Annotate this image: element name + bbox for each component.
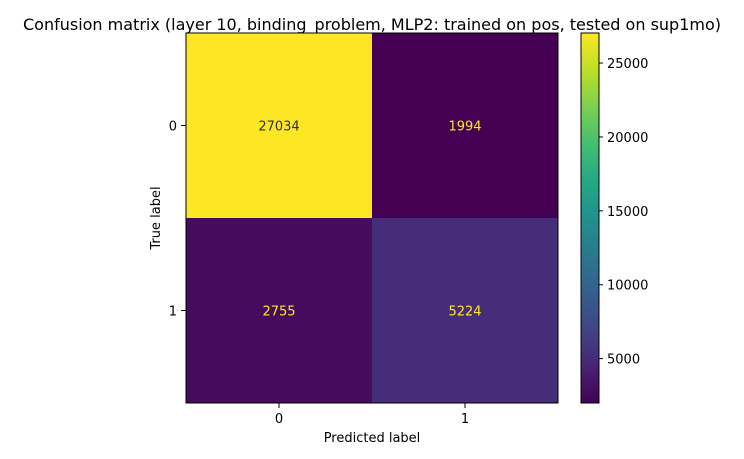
colorbar <box>581 33 599 403</box>
colorbar-tick-label: 5000 <box>607 353 640 368</box>
plot-frame <box>185 32 559 404</box>
cell-value-labels: 27034 1994 2755 5224 <box>258 120 481 320</box>
y-tick-label: 0 <box>169 120 177 135</box>
heatmap-cells <box>186 33 558 403</box>
y-axis-label: True label <box>149 186 164 250</box>
colorbar-tick-label: 25000 <box>607 57 648 72</box>
heatmap-cell <box>186 218 372 403</box>
x-tick-label: 1 <box>461 412 469 427</box>
x-axis-label: Predicted label <box>324 431 421 446</box>
x-tick-label: 0 <box>275 412 283 427</box>
colorbar-tick-label: 20000 <box>607 131 648 146</box>
colorbar-tick-label: 10000 <box>607 279 648 294</box>
chart-title: Confusion matrix (layer 10, binding_prob… <box>23 15 721 35</box>
heatmap-cell <box>372 218 558 403</box>
y-tick-label: 1 <box>169 305 177 320</box>
cell-value-label: 27034 <box>258 120 299 135</box>
cell-value-label: 5224 <box>448 305 481 320</box>
cell-value-label: 2755 <box>262 305 295 320</box>
colorbar-tick-label: 15000 <box>607 205 648 220</box>
heatmap-cell <box>372 33 558 218</box>
heatmap-cell <box>186 33 372 218</box>
cell-value-label: 1994 <box>448 120 481 135</box>
colorbar-frame <box>580 32 600 404</box>
colorbar-ticks: 5000 10000 15000 20000 25000 <box>599 57 648 368</box>
y-axis-ticks: 01 <box>169 120 186 320</box>
